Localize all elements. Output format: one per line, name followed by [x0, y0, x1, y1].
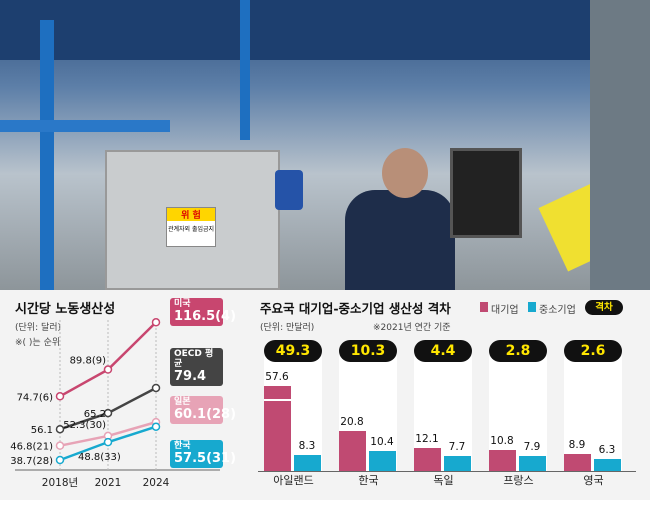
category-label: 독일: [433, 474, 454, 487]
worker: [345, 190, 455, 290]
bar-large: [564, 454, 591, 471]
worker-head: [382, 148, 428, 198]
bar-value: 8.3: [298, 440, 316, 453]
bar-value: 7.7: [448, 441, 466, 454]
data-point: [55, 424, 65, 434]
data-point: [103, 437, 113, 447]
bar-sme: [519, 455, 546, 471]
legend-large: 대기업: [491, 305, 519, 316]
bar-large: [414, 448, 441, 471]
series-callout: 미국 116.5(4): [170, 298, 237, 327]
bar-value: 10.4: [370, 436, 394, 449]
series-value: 116.5(4): [174, 308, 237, 324]
series-value: 79.4: [174, 368, 207, 384]
series-value: 60.1(28): [174, 406, 237, 422]
series-callout: 한국 57.5(31): [170, 440, 237, 469]
rail: [0, 120, 170, 132]
bar-large: [489, 450, 516, 471]
data-label: 52.3(30): [63, 420, 106, 431]
bar-sme: [444, 456, 471, 471]
labor-productivity-chart: 시간당 노동생산성 (단위: 달러) ※( )는 순위 2018년 2021 202…: [0, 290, 250, 500]
gap-bar-chart: 주요국 대기업-중소기업 생산성 격차 (단위: 만달러) ※2021년 연간 …: [250, 290, 650, 500]
bar-value: 6.3: [598, 444, 616, 457]
blue-pillar: [240, 0, 250, 140]
data-label: 48.8(33): [78, 452, 121, 463]
bar-value: 10.8: [490, 435, 514, 448]
bar-sme: [594, 459, 621, 471]
data-point: [103, 408, 113, 418]
legend-gap: 격차: [585, 300, 623, 315]
data-label: 38.7(28): [10, 456, 53, 467]
data-label: 89.8(9): [70, 356, 107, 367]
data-label: 65.2: [84, 409, 106, 420]
unit-label: (단위: 만달러): [260, 323, 315, 333]
monitor: [450, 148, 522, 238]
series-name: 일본: [174, 397, 191, 407]
series-value: 57.5(31): [174, 450, 237, 466]
x-tick-label: 2018년: [42, 477, 78, 489]
warning-sign: 위 험 관계자외 출입금지: [166, 207, 216, 247]
data-point: [55, 455, 65, 465]
bar-sme: [369, 451, 396, 471]
line-plot: 2018년 2021 2024 74.7(6) 89.8(9) 56.1 65.2 46.8(…: [10, 318, 220, 489]
data-label: 56.1: [31, 425, 53, 436]
data-point: [55, 441, 65, 450]
series-name: 미국: [174, 299, 191, 309]
category-label: 아일랜드: [273, 474, 314, 487]
series-name: OECD 평균: [174, 349, 214, 369]
bar-sme: [294, 455, 321, 471]
data-label: 46.8(21): [10, 442, 53, 453]
x-tick-label: 2024: [143, 477, 170, 489]
data-point: [151, 422, 161, 431]
sign-text: 관계자외 출입금지: [167, 226, 215, 233]
blue-pillar: [40, 20, 54, 290]
machine-right: [590, 0, 650, 290]
gap-value: 2.6: [564, 340, 622, 362]
legend-swatch-small: [528, 302, 536, 312]
category-label: 한국: [358, 474, 379, 487]
data-point: [103, 365, 113, 374]
factory-photo: 위 험 관계자외 출입금지: [0, 0, 650, 290]
bar-value: 20.8: [340, 416, 364, 429]
gap-value: 2.8: [489, 340, 547, 362]
data-label: 74.7(6): [17, 392, 54, 403]
data-point: [55, 392, 65, 401]
x-tick-label: 2021: [95, 477, 122, 489]
legend-swatch-large: [480, 302, 488, 312]
series-callout: OECD 평균 79.4: [170, 348, 223, 387]
chart-title: 시간당 노동생산성: [15, 302, 116, 317]
group-background: [564, 350, 622, 471]
rank-note: ※( )는 순위: [15, 338, 61, 348]
gap-value: 49.3: [264, 340, 322, 362]
baseline: [258, 471, 636, 472]
data-point: [151, 318, 161, 327]
chart-title: 주요국 대기업-중소기업 생산성 격차: [260, 301, 451, 316]
unit-label: (단위: 달러): [15, 323, 62, 333]
bar-value: 7.9: [523, 440, 541, 453]
series-callout: 일본 60.1(28): [170, 396, 237, 425]
legend-small: 중소기업: [539, 305, 576, 316]
axis-break: [264, 399, 291, 401]
bar-value: 12.1: [415, 433, 439, 445]
ceiling: [0, 0, 650, 60]
gap-value: 4.4: [414, 340, 472, 362]
category-label: 프랑스: [503, 474, 534, 487]
basis-note: ※2021년 연간 기준: [373, 323, 451, 333]
series-name: 한국: [174, 441, 191, 451]
blue-barrel: [275, 170, 303, 210]
bar-value: 8.9: [568, 439, 586, 452]
sign-title: 위 험: [167, 208, 215, 221]
bar-value: 57.6: [265, 371, 289, 383]
gap-value: 10.3: [339, 340, 397, 362]
data-point: [151, 383, 161, 393]
category-label: 영국: [583, 474, 604, 487]
bar-large: [339, 431, 366, 471]
